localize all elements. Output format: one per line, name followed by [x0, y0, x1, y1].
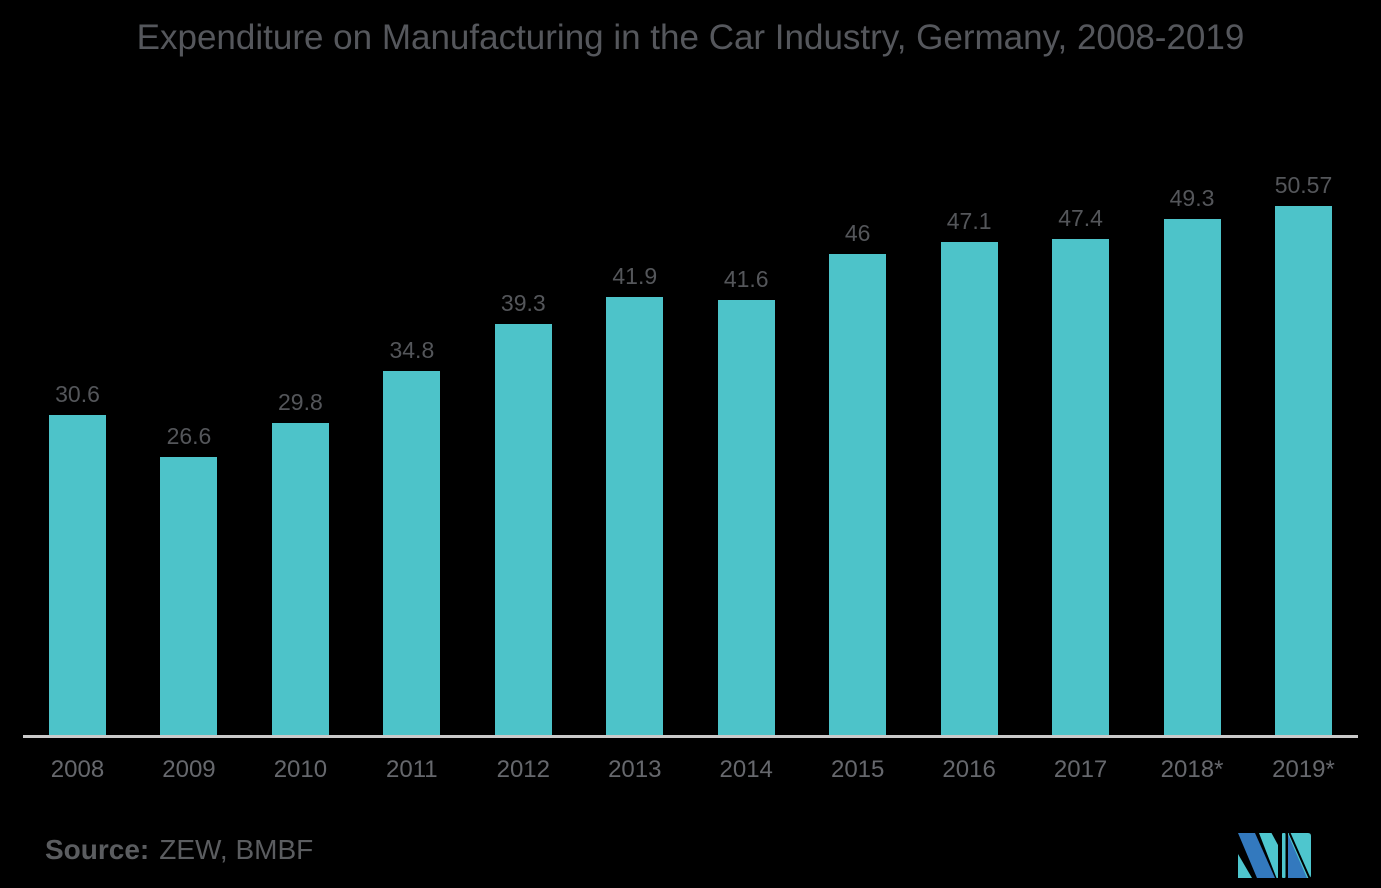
bar-column-2018*: 49.3 [1163, 184, 1221, 735]
bar-2015 [829, 254, 887, 735]
bar-value-label-2011: 34.8 [389, 336, 435, 363]
bar-column-2011: 34.8 [383, 336, 441, 735]
logo-left-triangle [1238, 854, 1252, 878]
x-axis-label-2012: 2012 [496, 756, 550, 783]
source-attribution: Source: ZEW, BMBF [45, 834, 313, 866]
bar-2016 [940, 242, 998, 735]
bar-column-2012: 39.3 [494, 289, 552, 735]
x-axis-label-2016: 2016 [942, 756, 996, 783]
bar-2018* [1163, 219, 1221, 735]
x-axis-label-2013: 2013 [608, 756, 662, 783]
x-axis-label-2019*: 2019* [1272, 756, 1335, 783]
bar-2013 [606, 297, 664, 735]
bar-value-label-2013: 41.9 [612, 262, 658, 289]
bar-2011 [383, 371, 441, 735]
bar-column-2019*: 50.57 [1275, 173, 1332, 735]
bar-series: 30.6 26.6 29.8 34.8 39.3 41.9 41.6 46 47.1 47.4 49… [49, 173, 1332, 735]
bar-value-label-2015: 46 [844, 219, 871, 246]
bar-value-label-2017: 47.4 [1058, 204, 1103, 231]
logo-left-band [1238, 833, 1275, 878]
x-axis-line [23, 735, 1358, 738]
bar-column-2009: 26.6 [160, 422, 218, 735]
bar-value-label-2009: 26.6 [166, 422, 212, 449]
chart-title: Expenditure on Manufacturing in the Car … [136, 18, 1245, 57]
bar-2019* [1274, 206, 1332, 735]
x-axis-label-2014: 2014 [719, 756, 773, 783]
x-axis-labels: 2008 2009 2010 2011 2012 2013 2014 2015 2016 2017… [49, 756, 1335, 784]
logo-diagonal-gap [1288, 833, 1311, 878]
x-axis-label-2017: 2017 [1053, 756, 1108, 783]
mordor-intelligence-logo [1238, 833, 1311, 878]
bar-column-2016: 47.1 [940, 207, 998, 735]
bar-column-2008: 30.6 [49, 382, 106, 735]
bar-column-2015: 46 [829, 219, 887, 735]
bar-2009 [160, 457, 218, 735]
bar-2014 [717, 300, 775, 735]
bar-value-label-2014: 41.6 [723, 265, 769, 292]
bar-2012 [494, 324, 552, 735]
logo-right-strip [1282, 833, 1286, 878]
bar-column-2014: 41.6 [717, 265, 775, 735]
bar-2010 [271, 423, 329, 735]
bar-value-label-2010: 29.8 [278, 388, 323, 415]
bar-column-2017: 47.4 [1052, 204, 1110, 735]
logo-middle-wedge [1259, 833, 1278, 878]
bar-value-label-2019*: 50.57 [1274, 171, 1333, 198]
x-axis-label-2009: 2009 [162, 756, 216, 783]
bar-value-label-2016: 47.1 [946, 207, 992, 234]
x-axis-label-2008: 2008 [50, 756, 105, 783]
bar-value-label-2018*: 49.3 [1169, 184, 1215, 211]
x-axis-label-2018*: 2018* [1160, 756, 1224, 783]
bar-2008 [49, 415, 106, 735]
bar-value-label-2012: 39.3 [500, 289, 546, 316]
x-axis-label-2010: 2010 [273, 756, 328, 783]
logo-right-triangle [1288, 834, 1307, 878]
source-value: ZEW, BMBF [159, 834, 314, 865]
bar-value-label-2008: 30.6 [55, 380, 100, 407]
bar-column-2013: 41.9 [606, 262, 664, 735]
x-axis-label-2015: 2015 [830, 756, 885, 783]
bar-2017 [1052, 239, 1110, 735]
bar-column-2010: 29.8 [271, 388, 329, 735]
source-label: Source: [45, 834, 150, 865]
x-axis-label-2011: 2011 [386, 756, 438, 783]
